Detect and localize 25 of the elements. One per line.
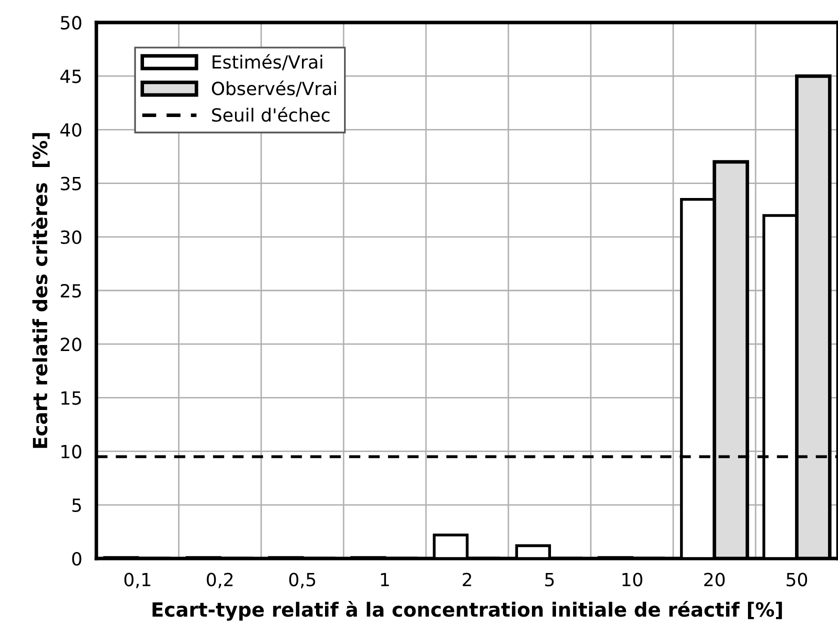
y-tick-label: 10 [61,444,82,458]
y-tick-label: 50 [60,16,82,30]
y-tick-label: 30 [60,230,82,244]
x-tick-label: 0,1 [124,572,150,588]
y-axis-title: Ecart relatif des critères [%] [32,133,50,448]
x-tick-label: 50 [786,572,808,586]
x-tick-label: 0,5 [289,572,316,588]
x-axis-title: Ecart-type relatif à la concentration initiale de réactif [%] [152,601,782,621]
y-tick-label: 25 [60,284,81,298]
x-tick-label: 10 [622,572,642,586]
x-tick-label: 1 [381,572,389,586]
x-tick-label: 2 [462,572,472,586]
y-tick-label: 5 [72,498,81,512]
legend-label: Seuil d'échec [212,107,330,122]
y-tick-label: 35 [60,176,81,190]
x-tick-label: 0,2 [206,572,233,588]
legend-label: Observés/Vrai [212,80,336,97]
x-tick-label: 5 [545,572,554,586]
y-tick-label: 20 [60,338,82,352]
x-tick-label: 20 [704,572,725,586]
y-tick-label: 0 [72,552,82,566]
y-tick-label: 45 [60,70,81,84]
y-tick-label: 15 [61,391,81,405]
y-tick-label: 40 [60,123,82,137]
legend-label: Estimés/Vrai [212,54,322,70]
